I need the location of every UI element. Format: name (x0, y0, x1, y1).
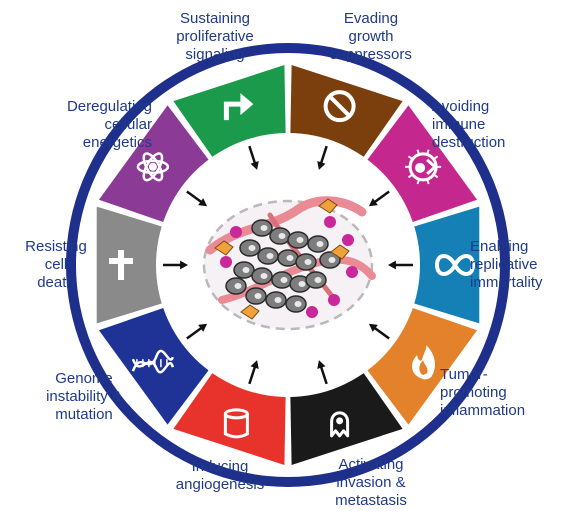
label-line: Genome (55, 370, 113, 387)
inward-arrow (317, 145, 328, 170)
fibroblast (240, 304, 260, 320)
prohibition-icon (323, 90, 356, 123)
label-line: growth (348, 28, 394, 45)
tumor-cell (265, 291, 287, 309)
immune-cell (328, 294, 340, 306)
label-line: energetics (82, 134, 152, 151)
immune-cell (342, 234, 354, 246)
label-sustaining-proliferative-signaling: Sustaining proliferative signaling (150, 10, 280, 64)
tumor-cell (251, 219, 273, 237)
inward-arrow (388, 260, 413, 270)
label-line: replicative (470, 256, 538, 273)
label-line: metastasis (335, 492, 407, 509)
label-line: suppressors (330, 46, 412, 63)
label-line: immortality (470, 274, 543, 291)
label-genome-instability-mutation: Genome instability & mutation (24, 370, 144, 424)
inward-arrow (248, 360, 259, 385)
label-line: Avoiding (432, 98, 490, 115)
tumor-cell (277, 249, 299, 267)
tumor-cell (269, 227, 291, 245)
tumor-cell (307, 235, 329, 253)
immune-cell (346, 266, 358, 278)
label-line: immune (432, 116, 486, 133)
tumor-cell (257, 247, 279, 265)
inward-arrow (248, 145, 259, 170)
tumor-cell (239, 239, 261, 257)
segment-sustaining-proliferative-signaling (173, 65, 286, 157)
label-avoiding-immune-destruction: Avoiding immune destruction (432, 98, 560, 152)
inward-arrow (317, 360, 328, 385)
atom-icon (136, 152, 170, 182)
segment-inducing-angiogenesis (173, 373, 286, 465)
label-line: destruction (432, 134, 506, 151)
flame-icon (412, 345, 435, 380)
label-deregulating-cellular-energetics: Deregulating cellular energetics (10, 98, 152, 152)
label-line: proliferative (176, 28, 254, 45)
label-line: signaling (185, 46, 245, 63)
blood-vessel-icon (223, 408, 249, 439)
tumor-cell (233, 261, 255, 279)
inward-arrow (186, 190, 208, 207)
label-line: cellular (104, 116, 152, 133)
label-line: angiogenesis (175, 476, 265, 493)
fibroblast (330, 244, 350, 260)
label-tumor-promoting-inflammation: Tumor-promoting inflammation (440, 366, 560, 420)
fibroblast (214, 240, 234, 256)
label-resisting-cell-death: Resisting cell death (6, 238, 106, 292)
inward-arrow (368, 190, 390, 207)
fibroblast (318, 198, 338, 214)
label-line: Deregulating (66, 98, 152, 115)
tumor-illustration (202, 196, 376, 331)
label-enabling-replicative-immortality: Enabling replicative immortality (470, 238, 574, 292)
label-line: Evading (343, 10, 399, 27)
label-line: Sustaining (179, 10, 251, 27)
immune-cell-icon (405, 149, 442, 185)
label-activating-invasion-metastasis: Activating invasion & metastasis (306, 456, 436, 510)
immune-cell (306, 306, 318, 318)
label-line: Tumor- (440, 366, 488, 383)
cross-icon (109, 250, 133, 280)
tumor-cell (305, 271, 327, 289)
inward-arrow (186, 323, 208, 340)
bent-arrow-icon (223, 93, 254, 121)
label-line: Activating (338, 456, 404, 473)
tumor-cell (287, 231, 309, 249)
label-line: inflammation (440, 402, 526, 419)
migrating-cell-icon (330, 411, 350, 438)
tumor-cell (289, 275, 311, 293)
label-line: instability & (46, 388, 122, 405)
immune-cell (230, 226, 242, 238)
segment-enabling-replicative-immortality (414, 206, 480, 324)
tumor-cell (245, 287, 267, 305)
infinity-icon (434, 254, 476, 276)
immune-cell (324, 216, 336, 228)
label-line: cell (44, 256, 68, 273)
label-inducing-angiogenesis: Inducing angiogenesis (160, 458, 280, 494)
tumor-cell (319, 251, 341, 269)
label-line: promoting (440, 384, 507, 401)
segment-resisting-cell-death (96, 206, 162, 324)
tumor-cell (271, 271, 293, 289)
inward-arrow (368, 323, 390, 340)
label-line: invasion & (336, 474, 406, 491)
label-line: mutation (55, 406, 113, 423)
tumor-cell (251, 267, 273, 285)
dna-icon (131, 349, 175, 374)
inward-arrow (163, 260, 188, 270)
label-line: Resisting (25, 238, 87, 255)
tumor-cell (285, 295, 307, 313)
tumor-cell (295, 253, 317, 271)
immune-cell (220, 256, 232, 268)
center-arrows (163, 145, 413, 385)
label-evading-growth-suppressors: Evading growth suppressors (306, 10, 436, 64)
label-line: Inducing (191, 458, 249, 475)
tumor-cell (225, 277, 247, 295)
label-line: Enabling (470, 238, 529, 255)
label-line: death (37, 274, 75, 291)
